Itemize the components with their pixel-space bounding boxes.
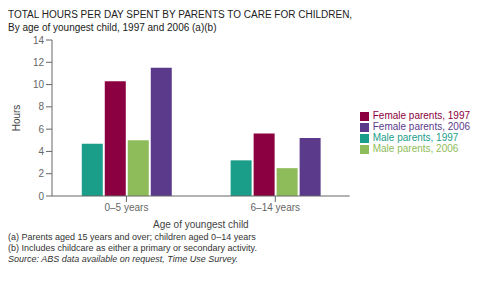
html-text:TOTAL HOURS PER DAY SPENT BY P: TOTAL HOURS PER DAY SPENT BY PARENTS TO … — [8, 9, 353, 20]
html-text:Male parents, 1997: Male parents, 1997 — [372, 132, 459, 143]
svg-text:Hours: Hours — [11, 105, 22, 132]
svg-text:12: 12 — [33, 57, 45, 68]
html-text:Female parents, 2006: Female parents, 2006 — [372, 121, 470, 132]
svg-text:0–5 years: 0–5 years — [104, 202, 148, 213]
html-text:Male parents, 2006: Male parents, 2006 — [372, 143, 459, 154]
svg-text:14: 14 — [33, 35, 45, 46]
svg-text:6–14 years: 6–14 years — [251, 202, 300, 213]
html-text:Female parents, 1997: Female parents, 1997 — [372, 110, 470, 121]
svg-text:6: 6 — [38, 124, 44, 135]
svg-text:Age of youngest child: Age of youngest child — [153, 219, 249, 230]
html-text:(b) Includes childcare as eith: (b) Includes childcare as either a prima… — [8, 243, 257, 253]
html-text:(a) Parents aged 15 years and: (a) Parents aged 15 years and over; chil… — [8, 232, 256, 242]
svg-text:10: 10 — [33, 79, 45, 90]
html-text:Source: ABS data available on: Source: ABS data available on request, T… — [8, 254, 238, 264]
svg-text:0: 0 — [38, 191, 44, 202]
html-text:By age of youngest child, 1997: By age of youngest child, 1997 and 2006 … — [8, 22, 217, 33]
svg-text:8: 8 — [38, 101, 44, 112]
svg-text:2: 2 — [38, 168, 44, 179]
svg-text:4: 4 — [38, 146, 44, 157]
